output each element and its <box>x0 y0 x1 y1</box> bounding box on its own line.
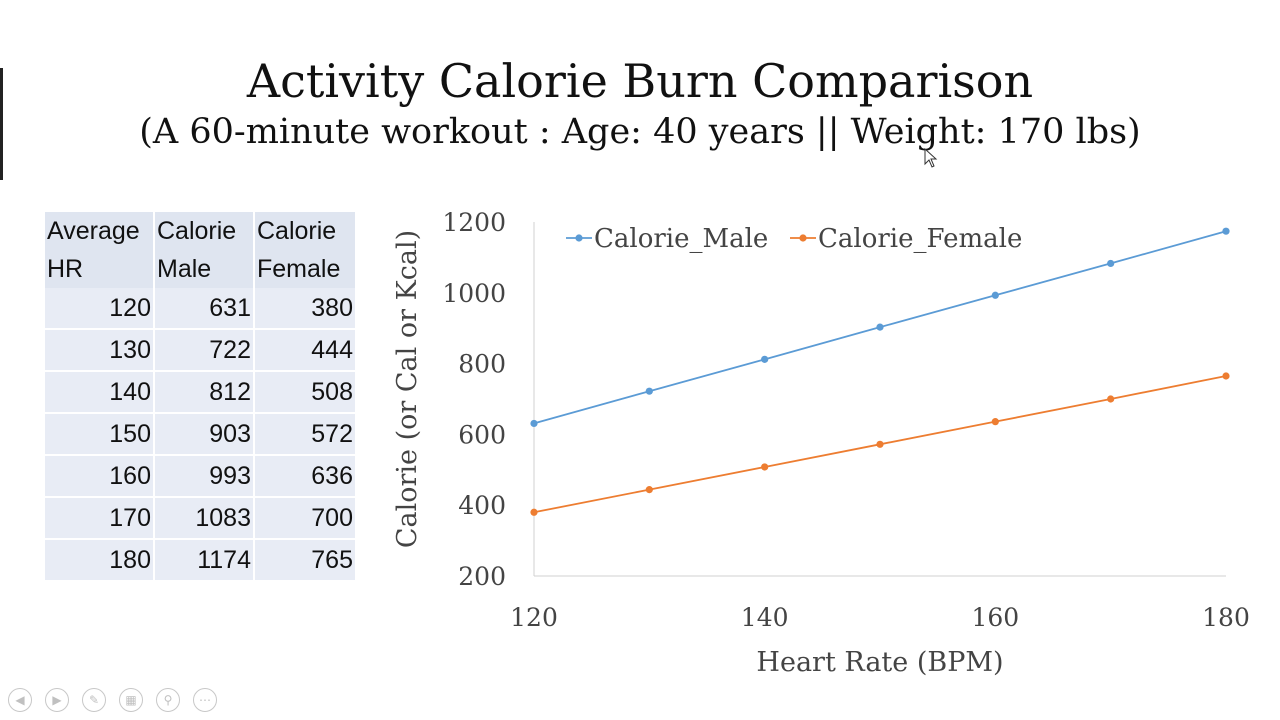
header-calorie-female: Calorie Female <box>255 212 355 288</box>
table-cell: 903 <box>155 414 255 456</box>
forward-arrow-icon[interactable]: ▶ <box>45 688 69 712</box>
data-point <box>530 419 538 428</box>
data-table: Average HR Calorie Male Calorie Female 120 6… <box>45 212 355 582</box>
table-cell: 140 <box>45 372 155 414</box>
table-cell: 170 <box>45 498 155 540</box>
header-calorie-male: Calorie Male <box>155 212 255 288</box>
table-cell: 765 <box>255 540 355 582</box>
data-point <box>991 291 999 299</box>
window-edge <box>0 68 3 180</box>
pen-icon[interactable]: ✎ <box>82 688 106 712</box>
table-row: 180 1174 765 <box>45 540 355 582</box>
slides-icon[interactable]: ▦ <box>119 688 143 712</box>
zoom-icon[interactable]: ⚲ <box>156 688 180 712</box>
table-cell: 700 <box>255 498 355 540</box>
table-cell: 160 <box>45 456 155 498</box>
table-cell: 993 <box>155 456 255 498</box>
header-average-hr: Average HR <box>45 212 155 288</box>
legend-label: Calorie_Male <box>594 224 768 254</box>
table-row: 120 631 380 <box>45 288 355 330</box>
data-point <box>645 387 653 395</box>
y-tick-label: 600 <box>458 420 506 449</box>
legend-label: Calorie_Female <box>818 224 1022 254</box>
data-point <box>1222 372 1230 380</box>
back-arrow-icon[interactable]: ◀ <box>8 688 32 712</box>
table-cell: 444 <box>255 330 355 372</box>
x-tick-label: 120 <box>510 603 558 632</box>
table-cell: 120 <box>45 288 155 330</box>
table-row: 150 903 572 <box>45 414 355 456</box>
legend-marker <box>799 234 807 242</box>
mouse-cursor-icon <box>924 148 938 168</box>
table-cell: 636 <box>255 456 355 498</box>
data-point <box>991 418 999 426</box>
data-point <box>530 508 538 516</box>
table-cell: 508 <box>255 372 355 414</box>
x-tick-label: 160 <box>971 603 1019 632</box>
table-cell: 1174 <box>155 540 255 582</box>
slide-title: Activity Calorie Burn Comparison <box>246 54 1034 108</box>
data-point <box>876 440 884 448</box>
x-axis-title: Heart Rate (BPM) <box>756 647 1003 678</box>
data-point <box>761 355 769 363</box>
slide-subtitle: (A 60-minute workout : Age: 40 years || … <box>139 112 1141 152</box>
more-icon[interactable]: ⋯ <box>193 688 217 712</box>
legend-marker <box>575 234 583 242</box>
table-cell: 1083 <box>155 498 255 540</box>
table-cell: 380 <box>255 288 355 330</box>
table-cell: 722 <box>155 330 255 372</box>
table-cell: 180 <box>45 540 155 582</box>
x-tick-label: 180 <box>1202 603 1250 632</box>
y-tick-label: 400 <box>458 491 506 520</box>
table-row: 130 722 444 <box>45 330 355 372</box>
y-tick-label: 1200 <box>442 208 506 237</box>
x-tick-label: 140 <box>741 603 789 632</box>
line-chart: 200 400 600 800 1000 1200 120 140 160 180 Heart Ra… <box>392 208 1250 678</box>
data-point <box>761 463 769 471</box>
table-row: 140 812 508 <box>45 372 355 414</box>
table-cell: 150 <box>45 414 155 456</box>
table-cell: 812 <box>155 372 255 414</box>
y-tick-label: 200 <box>458 562 506 591</box>
y-tick-label: 800 <box>458 350 506 379</box>
data-point <box>1222 227 1230 235</box>
table-header-row: Average HR Calorie Male Calorie Female <box>45 212 355 288</box>
table-row: 170 1083 700 <box>45 498 355 540</box>
data-point <box>645 486 653 494</box>
data-point <box>1107 395 1115 403</box>
table-cell: 130 <box>45 330 155 372</box>
y-tick-label: 1000 <box>442 279 506 308</box>
table-cell: 631 <box>155 288 255 330</box>
data-point <box>1107 259 1115 268</box>
data-point <box>876 323 884 331</box>
y-axis-title: Calorie (or Cal or Kcal) <box>392 230 423 548</box>
table-cell: 572 <box>255 414 355 456</box>
table-row: 160 993 636 <box>45 456 355 498</box>
